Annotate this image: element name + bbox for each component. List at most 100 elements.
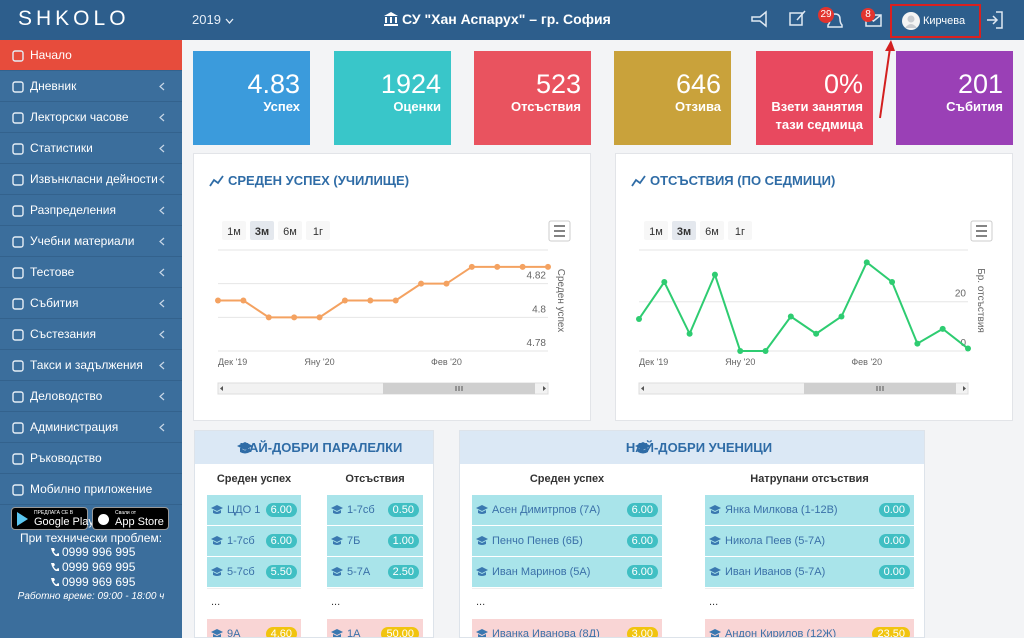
table-row[interactable]: Андон Кирилов (12Ж) 23.50: [705, 619, 914, 637]
range-button[interactable]: 6м: [278, 221, 302, 240]
chevron-shape: [159, 361, 165, 370]
point: [737, 348, 744, 354]
table-row[interactable]: 5-7А 2.50: [327, 557, 423, 587]
stat-value: 4.83: [247, 69, 300, 99]
range-button[interactable]: 1м: [222, 221, 246, 240]
announce-icon[interactable]: [751, 10, 767, 28]
table-row[interactable]: Иван Маринов (5А) 6.00: [472, 557, 662, 587]
table-row[interactable]: Пенчо Пенев (6Б) 6.00: [472, 526, 662, 556]
table-row[interactable]: 7Б 1.00: [327, 526, 423, 556]
table-row[interactable]: Асен Димитрпов (7А) 6.00: [472, 495, 662, 525]
button-label: 3м: [677, 226, 691, 238]
phone-icon: [51, 578, 59, 586]
table-row[interactable]: 5-7сб 5.50: [207, 557, 301, 587]
icon-shape: [631, 175, 646, 187]
header: SHKOLO 2019 СУ "Хан Аспарух" – гр. София…: [0, 0, 1024, 40]
icon-shape: [12, 298, 24, 310]
menu-label: Състезания: [30, 327, 96, 341]
table-row[interactable]: 1-7сб 6.00: [207, 526, 301, 556]
menu-item[interactable]: Извънкласни дейности: [0, 164, 182, 195]
menu-item[interactable]: Лекторски часове: [0, 102, 182, 133]
point: [863, 259, 870, 266]
edit-icon[interactable]: [789, 10, 806, 26]
line: [218, 265, 548, 319]
icon-shape: [12, 143, 24, 155]
range-button[interactable]: 1г: [728, 221, 752, 240]
menu-item[interactable]: Начало: [0, 40, 182, 71]
range-button[interactable]: 6м: [700, 221, 724, 240]
logo[interactable]: SHKOLO: [18, 7, 130, 30]
stat-value: 0%: [823, 69, 863, 99]
phone-number: 0999 969 995: [62, 560, 136, 574]
menu-item[interactable]: Тестове: [0, 257, 182, 288]
icon-shape: [476, 505, 488, 511]
menu-item[interactable]: Мобилно приложение: [0, 474, 182, 505]
logout-icon[interactable]: [987, 11, 1003, 29]
menu-label: Мобилно приложение: [30, 482, 153, 496]
table-row[interactable]: Никола Пеев (5-7А) 0.00: [705, 526, 914, 556]
row-name: Янка Милкова (1-12В): [725, 504, 838, 516]
stat-label: Събития: [946, 99, 1003, 114]
menu-item[interactable]: Състезания: [0, 319, 182, 350]
table-row[interactable]: 1А 50.00: [327, 619, 423, 638]
stat-tile[interactable]: 4.83 Успех: [193, 51, 310, 145]
x-tick-label: Дек '19: [639, 357, 668, 367]
stat-tile[interactable]: 1924 Оценки: [334, 51, 451, 145]
table-row[interactable]: Иван Иванов (5-7А) 0.00: [705, 557, 914, 587]
icon-shape: [12, 205, 24, 217]
point: [889, 279, 896, 286]
chart-title: ОТСЪСТВИЯ (ПО СЕДМИЦИ): [650, 173, 835, 188]
range-button[interactable]: 3м: [672, 221, 696, 240]
point: [519, 263, 526, 270]
menu-icon: [12, 391, 24, 403]
menu-item[interactable]: Ръководство: [0, 443, 182, 474]
chevron-shape: [159, 144, 165, 153]
export-menu[interactable]: [548, 220, 571, 242]
point: [838, 313, 845, 320]
scrollbar[interactable]: [638, 382, 969, 395]
stat-value: 523: [535, 69, 581, 99]
stat-label: Взети занятия тази седмица: [771, 99, 863, 132]
icon-shape: [476, 567, 488, 573]
stat-tile[interactable]: 201 Събития: [896, 51, 1013, 145]
table-row[interactable]: Янка Милкова (1-12В) 0.00: [705, 495, 914, 525]
app-store-button[interactable]: ПРЕДЛАГА СЕ В Google Play: [11, 507, 94, 530]
menu-item[interactable]: Статистики: [0, 133, 182, 164]
range-button[interactable]: 1м: [644, 221, 668, 240]
menu-item[interactable]: Учебни материали: [0, 226, 182, 257]
button-bg: [672, 221, 696, 240]
user-menu[interactable]: Кирчева: [890, 4, 981, 38]
range-button[interactable]: 1г: [306, 221, 330, 240]
stat-tile[interactable]: 523 Отсъствия: [474, 51, 591, 145]
menu-item[interactable]: Такси и задължения: [0, 350, 182, 381]
export-menu[interactable]: [970, 220, 993, 242]
button-label: 1м: [649, 226, 663, 238]
table-row[interactable]: Иванка Иванова (8Д) 3.00: [472, 619, 662, 637]
stat-tile[interactable]: 0% Взети занятия тази седмица: [756, 51, 873, 145]
menu-item[interactable]: Разпределения: [0, 195, 182, 226]
scrollbar[interactable]: [217, 382, 549, 395]
menu-item[interactable]: Администрация: [0, 412, 182, 443]
sidebar: Начало Дневник Лекторски часове Статистики И…: [0, 40, 182, 638]
table-row[interactable]: 9А 4.60: [207, 619, 301, 637]
menu-item[interactable]: Събития: [0, 288, 182, 319]
icon-shape: [331, 629, 343, 635]
menu-item[interactable]: Деловодство: [0, 381, 182, 412]
menu-item[interactable]: Дневник: [0, 71, 182, 102]
point: [545, 263, 551, 270]
row-value: 2.50: [387, 565, 419, 579]
ellipsis: ...: [211, 596, 221, 608]
app-store-button[interactable]: Свали от App Store: [92, 507, 169, 530]
column-header: Натрупани отсъствия: [750, 473, 869, 485]
row-name: 1А: [347, 628, 361, 638]
stat-tile[interactable]: 646 Отзива: [614, 51, 731, 145]
chevron-shape: [159, 268, 165, 277]
y-tick-label: 4.78: [527, 338, 547, 349]
year-select[interactable]: 2019: [192, 12, 234, 27]
row-name: 5-7А: [347, 566, 371, 578]
menu-label: Дневник: [30, 79, 77, 93]
range-button[interactable]: 3м: [250, 221, 274, 240]
table-row[interactable]: 1-7сб 0.50: [327, 495, 423, 525]
table-row[interactable]: ЦДО 1 6.00: [207, 495, 301, 525]
stat-label: Успех: [263, 99, 300, 114]
